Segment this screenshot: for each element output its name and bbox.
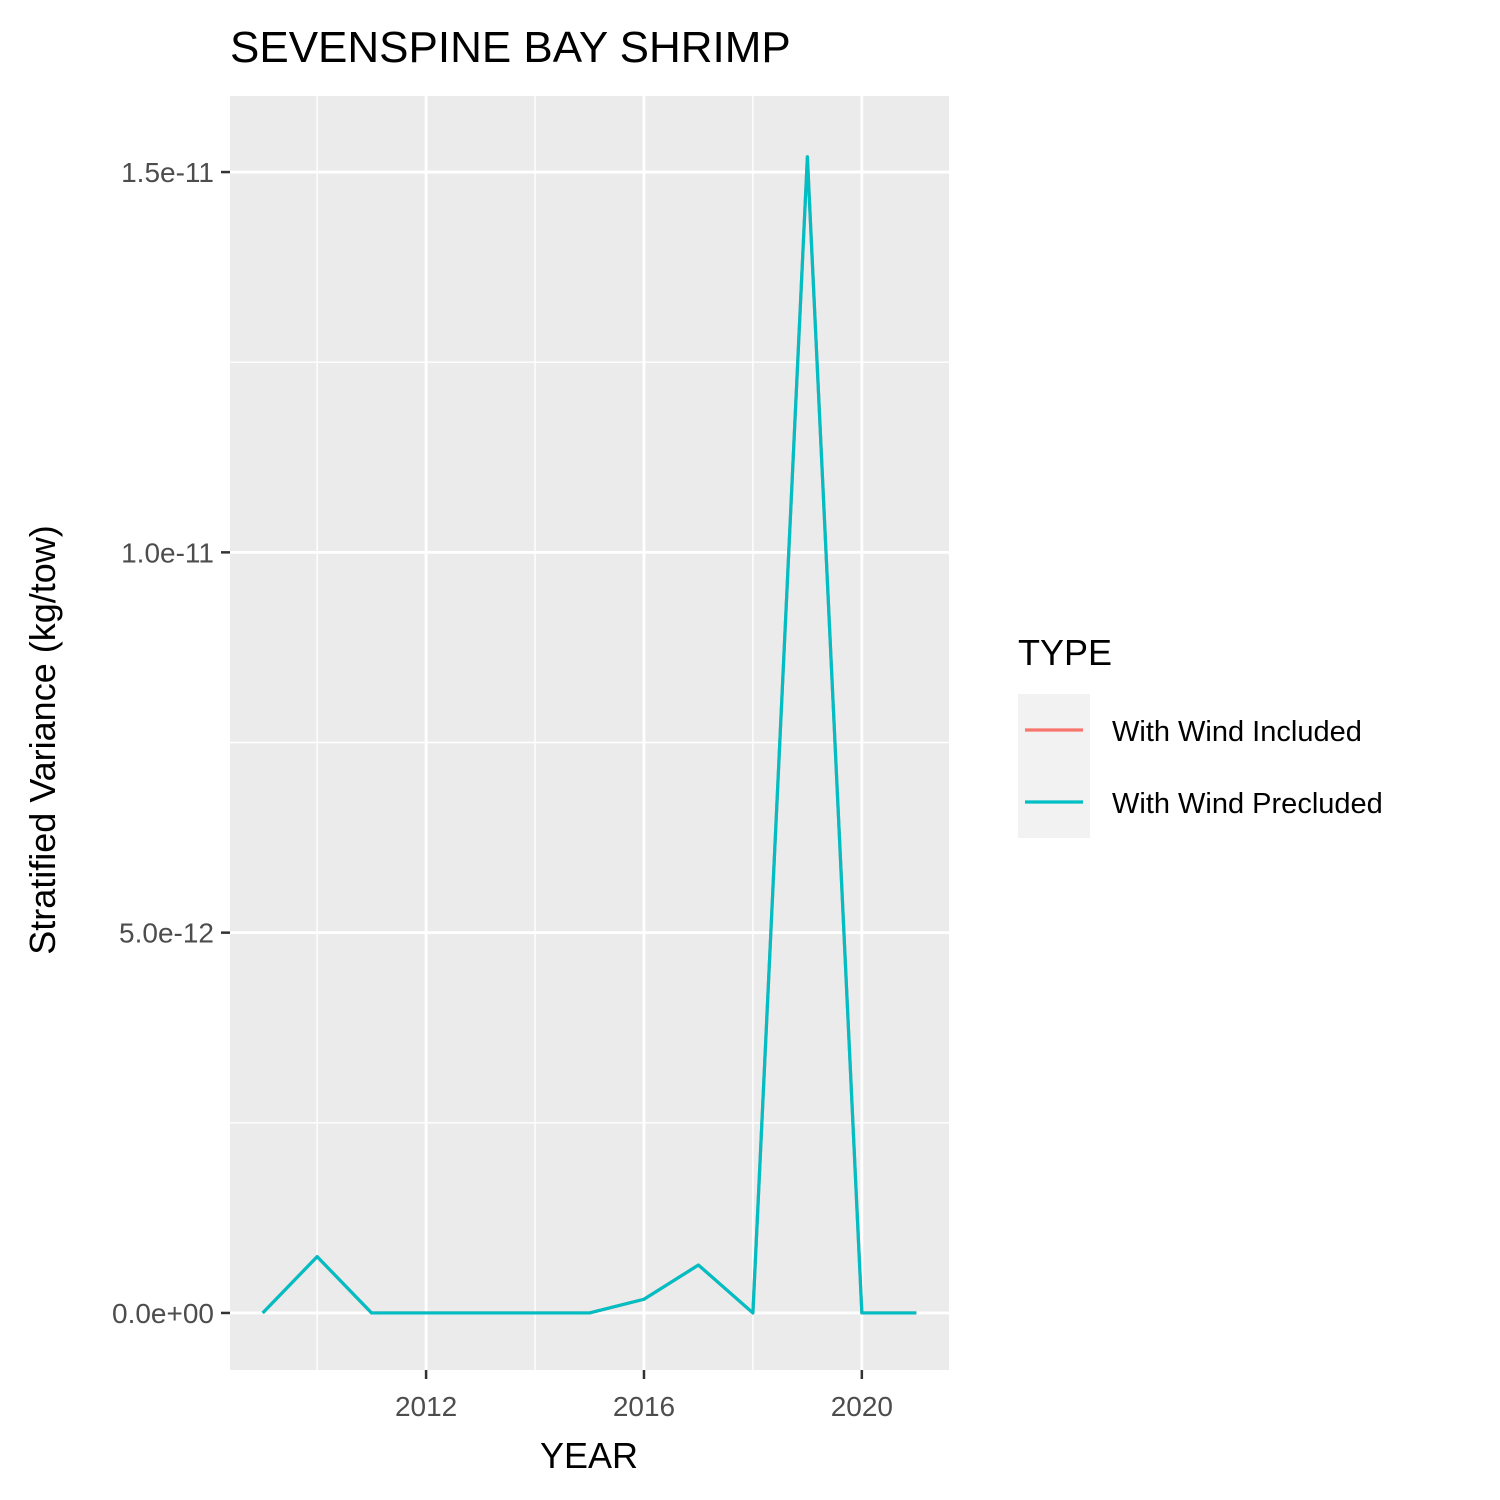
x-axis-title: YEAR	[540, 1435, 638, 1476]
x-tick-label: 2020	[831, 1391, 893, 1422]
legend-key-background	[1018, 694, 1090, 838]
y-tick-label: 0.0e+00	[112, 1298, 214, 1329]
minor-gridlines	[230, 96, 949, 1370]
y-axis-title: Stratified Variance (kg/tow)	[22, 525, 63, 955]
legend-label: With Wind Included	[1112, 716, 1362, 748]
y-tick-label: 5.0e-12	[119, 918, 214, 949]
y-axis: 0.0e+00 5.0e-12 1.0e-11 1.5e-11	[112, 157, 230, 1329]
y-tick-label: 1.0e-11	[121, 537, 214, 568]
chart-title: SEVENSPINE BAY SHRIMP	[230, 23, 791, 72]
major-gridlines	[230, 96, 949, 1370]
legend-title: TYPE	[1018, 632, 1112, 673]
series-lines	[261, 155, 917, 1315]
legend: TYPE With Wind Included With Wind Preclud…	[1018, 632, 1383, 838]
plot-panel	[230, 96, 949, 1370]
y-tick-label: 1.5e-11	[121, 157, 214, 188]
x-tick-label: 2012	[395, 1391, 457, 1422]
legend-label: With Wind Precluded	[1112, 788, 1383, 820]
x-tick-label: 2016	[613, 1391, 675, 1422]
series-line	[261, 155, 917, 1315]
x-axis: 2012 2016 2020	[395, 1370, 893, 1422]
